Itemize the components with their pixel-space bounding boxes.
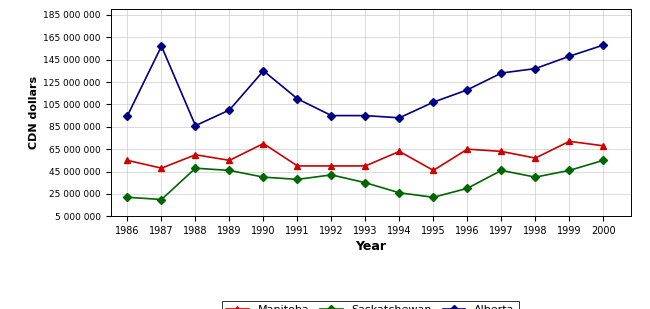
Alberta bbox=[192, 124, 200, 128]
Manitoba bbox=[395, 150, 403, 153]
Saskatchewan bbox=[430, 195, 437, 199]
Saskatchewan bbox=[599, 159, 607, 162]
Legend: Manitoba, Saskatchewan, Alberta: Manitoba, Saskatchewan, Alberta bbox=[222, 301, 519, 309]
Manitoba bbox=[226, 159, 233, 162]
Alberta bbox=[463, 88, 471, 92]
Manitoba bbox=[463, 147, 471, 151]
Manitoba bbox=[532, 156, 539, 160]
Manitoba bbox=[328, 164, 335, 168]
Alberta bbox=[157, 44, 165, 48]
Line: Alberta: Alberta bbox=[125, 42, 606, 129]
Line: Manitoba: Manitoba bbox=[124, 138, 607, 174]
Manitoba bbox=[259, 142, 267, 146]
Saskatchewan bbox=[124, 195, 131, 199]
Saskatchewan bbox=[497, 169, 505, 172]
Saskatchewan bbox=[463, 186, 471, 190]
Saskatchewan bbox=[259, 175, 267, 179]
Y-axis label: CDN dollars: CDN dollars bbox=[29, 76, 39, 149]
Saskatchewan bbox=[395, 191, 403, 195]
Alberta bbox=[259, 69, 267, 73]
X-axis label: Year: Year bbox=[355, 240, 386, 253]
Saskatchewan bbox=[532, 175, 539, 179]
Manitoba bbox=[192, 153, 200, 157]
Manitoba bbox=[497, 150, 505, 153]
Alberta bbox=[430, 100, 437, 104]
Alberta bbox=[328, 114, 335, 117]
Manitoba bbox=[430, 169, 437, 172]
Alberta bbox=[395, 116, 403, 120]
Saskatchewan bbox=[361, 181, 369, 184]
Manitoba bbox=[599, 144, 607, 148]
Manitoba bbox=[566, 139, 573, 143]
Saskatchewan bbox=[294, 177, 302, 181]
Alberta bbox=[124, 114, 131, 117]
Alberta bbox=[532, 67, 539, 70]
Saskatchewan bbox=[192, 166, 200, 170]
Saskatchewan bbox=[566, 169, 573, 172]
Alberta bbox=[361, 114, 369, 117]
Line: Saskatchewan: Saskatchewan bbox=[125, 158, 606, 202]
Saskatchewan bbox=[328, 173, 335, 177]
Manitoba bbox=[157, 166, 165, 170]
Saskatchewan bbox=[226, 169, 233, 172]
Alberta bbox=[497, 71, 505, 75]
Manitoba bbox=[361, 164, 369, 168]
Alberta bbox=[566, 54, 573, 58]
Alberta bbox=[599, 43, 607, 47]
Saskatchewan bbox=[157, 198, 165, 201]
Alberta bbox=[226, 108, 233, 112]
Manitoba bbox=[124, 159, 131, 162]
Manitoba bbox=[294, 164, 302, 168]
Alberta bbox=[294, 97, 302, 101]
